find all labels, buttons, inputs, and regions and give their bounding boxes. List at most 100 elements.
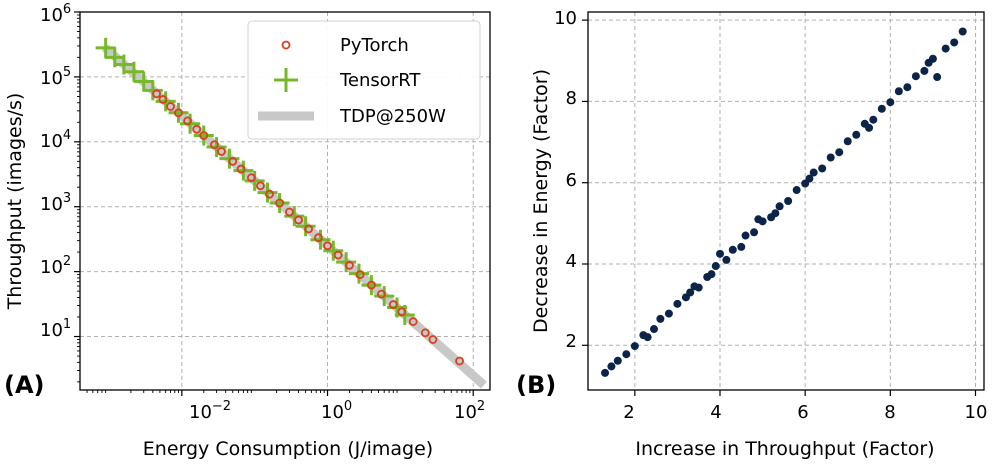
b-point-48 xyxy=(805,174,814,183)
a-xtick-label-1: 10−2 xyxy=(189,399,231,423)
a-ytick-label-10-6: 106 xyxy=(40,2,71,26)
b-point-14 xyxy=(711,262,720,271)
tensorrt-point-14 xyxy=(257,182,278,203)
pytorch-point-26 xyxy=(397,307,407,317)
b-point-44 xyxy=(950,38,959,47)
pytorch-point-22 xyxy=(355,270,365,279)
pytorch-point-19 xyxy=(323,241,332,251)
b-point-30 xyxy=(835,148,844,157)
b-ytick-label-8: 8 xyxy=(566,88,577,109)
pytorch-point-4 xyxy=(183,116,193,126)
pytorch-point-21 xyxy=(345,260,354,270)
legend: PyTorch TensorRT TDP@250W xyxy=(247,20,481,140)
pytorch-point-24 xyxy=(377,289,386,299)
pytorch-point-12 xyxy=(256,181,265,191)
panel-b-grid xyxy=(588,12,984,390)
b-point-40 xyxy=(920,66,929,75)
b-point-29 xyxy=(826,153,835,162)
b-point-36 xyxy=(886,98,895,107)
panel-b-ticks xyxy=(582,19,977,396)
b-point-27 xyxy=(809,168,818,177)
tensorrt-point-21 xyxy=(348,263,369,284)
pytorch-point-2 xyxy=(166,102,175,111)
a-ytick-label-10-5: 105 xyxy=(40,65,71,89)
b-xtick-label-4: 4 xyxy=(710,402,721,423)
b-point-9 xyxy=(673,299,682,308)
b-xtick-label-6: 6 xyxy=(797,402,808,423)
legend-box xyxy=(247,20,481,140)
tensorrt-series xyxy=(95,37,415,325)
b-point-34 xyxy=(869,115,878,124)
a-x-axis-label: Energy Consumption (J/image) xyxy=(143,438,433,460)
b-point-52 xyxy=(771,209,780,218)
b-point-7 xyxy=(656,314,665,323)
b-xtick-label-2: 2 xyxy=(623,402,634,423)
legend-pytorch-marker xyxy=(281,40,291,50)
pytorch-point-16 xyxy=(294,215,303,225)
pytorch-series xyxy=(152,89,464,366)
b-point-6 xyxy=(650,325,658,334)
b-point-2 xyxy=(613,356,622,365)
b-point-43 xyxy=(941,44,950,53)
tensorrt-point-16 xyxy=(284,206,305,227)
pytorch-point-10 xyxy=(236,164,246,174)
b-point-8 xyxy=(664,309,673,318)
a-y-axis-label: Throughput (images/s) xyxy=(4,93,26,311)
pytorch-point-18 xyxy=(314,233,323,243)
panel-a-label: (A) xyxy=(4,371,45,399)
panel-b-label: (B) xyxy=(516,371,556,399)
panel-b-frame xyxy=(587,11,985,391)
b-point-23 xyxy=(775,202,784,211)
tensorrt-point-2 xyxy=(113,54,134,75)
b-point-4 xyxy=(630,342,639,351)
pytorch-point-7 xyxy=(210,140,219,150)
b-point-51 xyxy=(924,58,933,67)
b-point-46 xyxy=(686,288,695,297)
pytorch-point-11 xyxy=(246,173,256,183)
tensorrt-point-15 xyxy=(269,193,290,214)
tensorrt-point-3 xyxy=(123,61,144,82)
pytorch-point-6 xyxy=(199,131,209,140)
b-ytick-label-2: 2 xyxy=(566,331,577,352)
b-point-39 xyxy=(911,72,920,81)
b-point-12 xyxy=(694,283,703,292)
pytorch-point-1 xyxy=(158,95,168,104)
tensorrt-point-5 xyxy=(142,80,163,101)
b-point-19 xyxy=(741,231,750,240)
legend-tdp-label: TDP@250W xyxy=(339,106,446,127)
b-xtick-label-8: 8 xyxy=(884,402,895,423)
a-ytick-label-10-3: 103 xyxy=(40,191,71,215)
tensorrt-point-22 xyxy=(361,275,382,296)
b-point-24 xyxy=(784,197,793,205)
b-ytick-label-6: 6 xyxy=(566,170,577,191)
a-xtick-label-2: 100 xyxy=(321,399,352,423)
pytorch-point-15 xyxy=(285,207,294,217)
pytorch-point-17 xyxy=(304,224,314,234)
legend-tensorrt-label: TensorRT xyxy=(339,70,421,91)
a-ytick-label-10-4: 104 xyxy=(40,128,71,152)
b-point-16 xyxy=(722,255,731,264)
b-point-25 xyxy=(792,186,801,195)
b-point-47 xyxy=(754,215,763,224)
b-point-37 xyxy=(894,87,903,96)
pytorch-point-5 xyxy=(192,124,202,134)
b-point-3 xyxy=(622,350,631,359)
pytorch-point-20 xyxy=(333,250,343,260)
b-point-18 xyxy=(737,242,746,251)
b-point-53 xyxy=(707,270,716,279)
a-xtick-label-3: 102 xyxy=(454,399,485,423)
b-point-28 xyxy=(818,164,827,173)
b-point-50 xyxy=(865,123,874,132)
panel-a: 10−2 100 102 101 102 103 104 105 106 Ene… xyxy=(4,2,491,460)
b-point-17 xyxy=(728,245,737,254)
b-xtick-label-10: 10 xyxy=(965,402,988,423)
b-point-38 xyxy=(903,83,912,92)
pytorch-point-0 xyxy=(152,89,161,99)
pytorch-point-25 xyxy=(388,300,398,310)
pytorch-point-9 xyxy=(228,156,238,166)
b-point-35 xyxy=(877,104,886,113)
b-point-15 xyxy=(716,249,724,258)
pytorch-point-3 xyxy=(174,108,183,118)
b-point-45 xyxy=(958,27,967,36)
